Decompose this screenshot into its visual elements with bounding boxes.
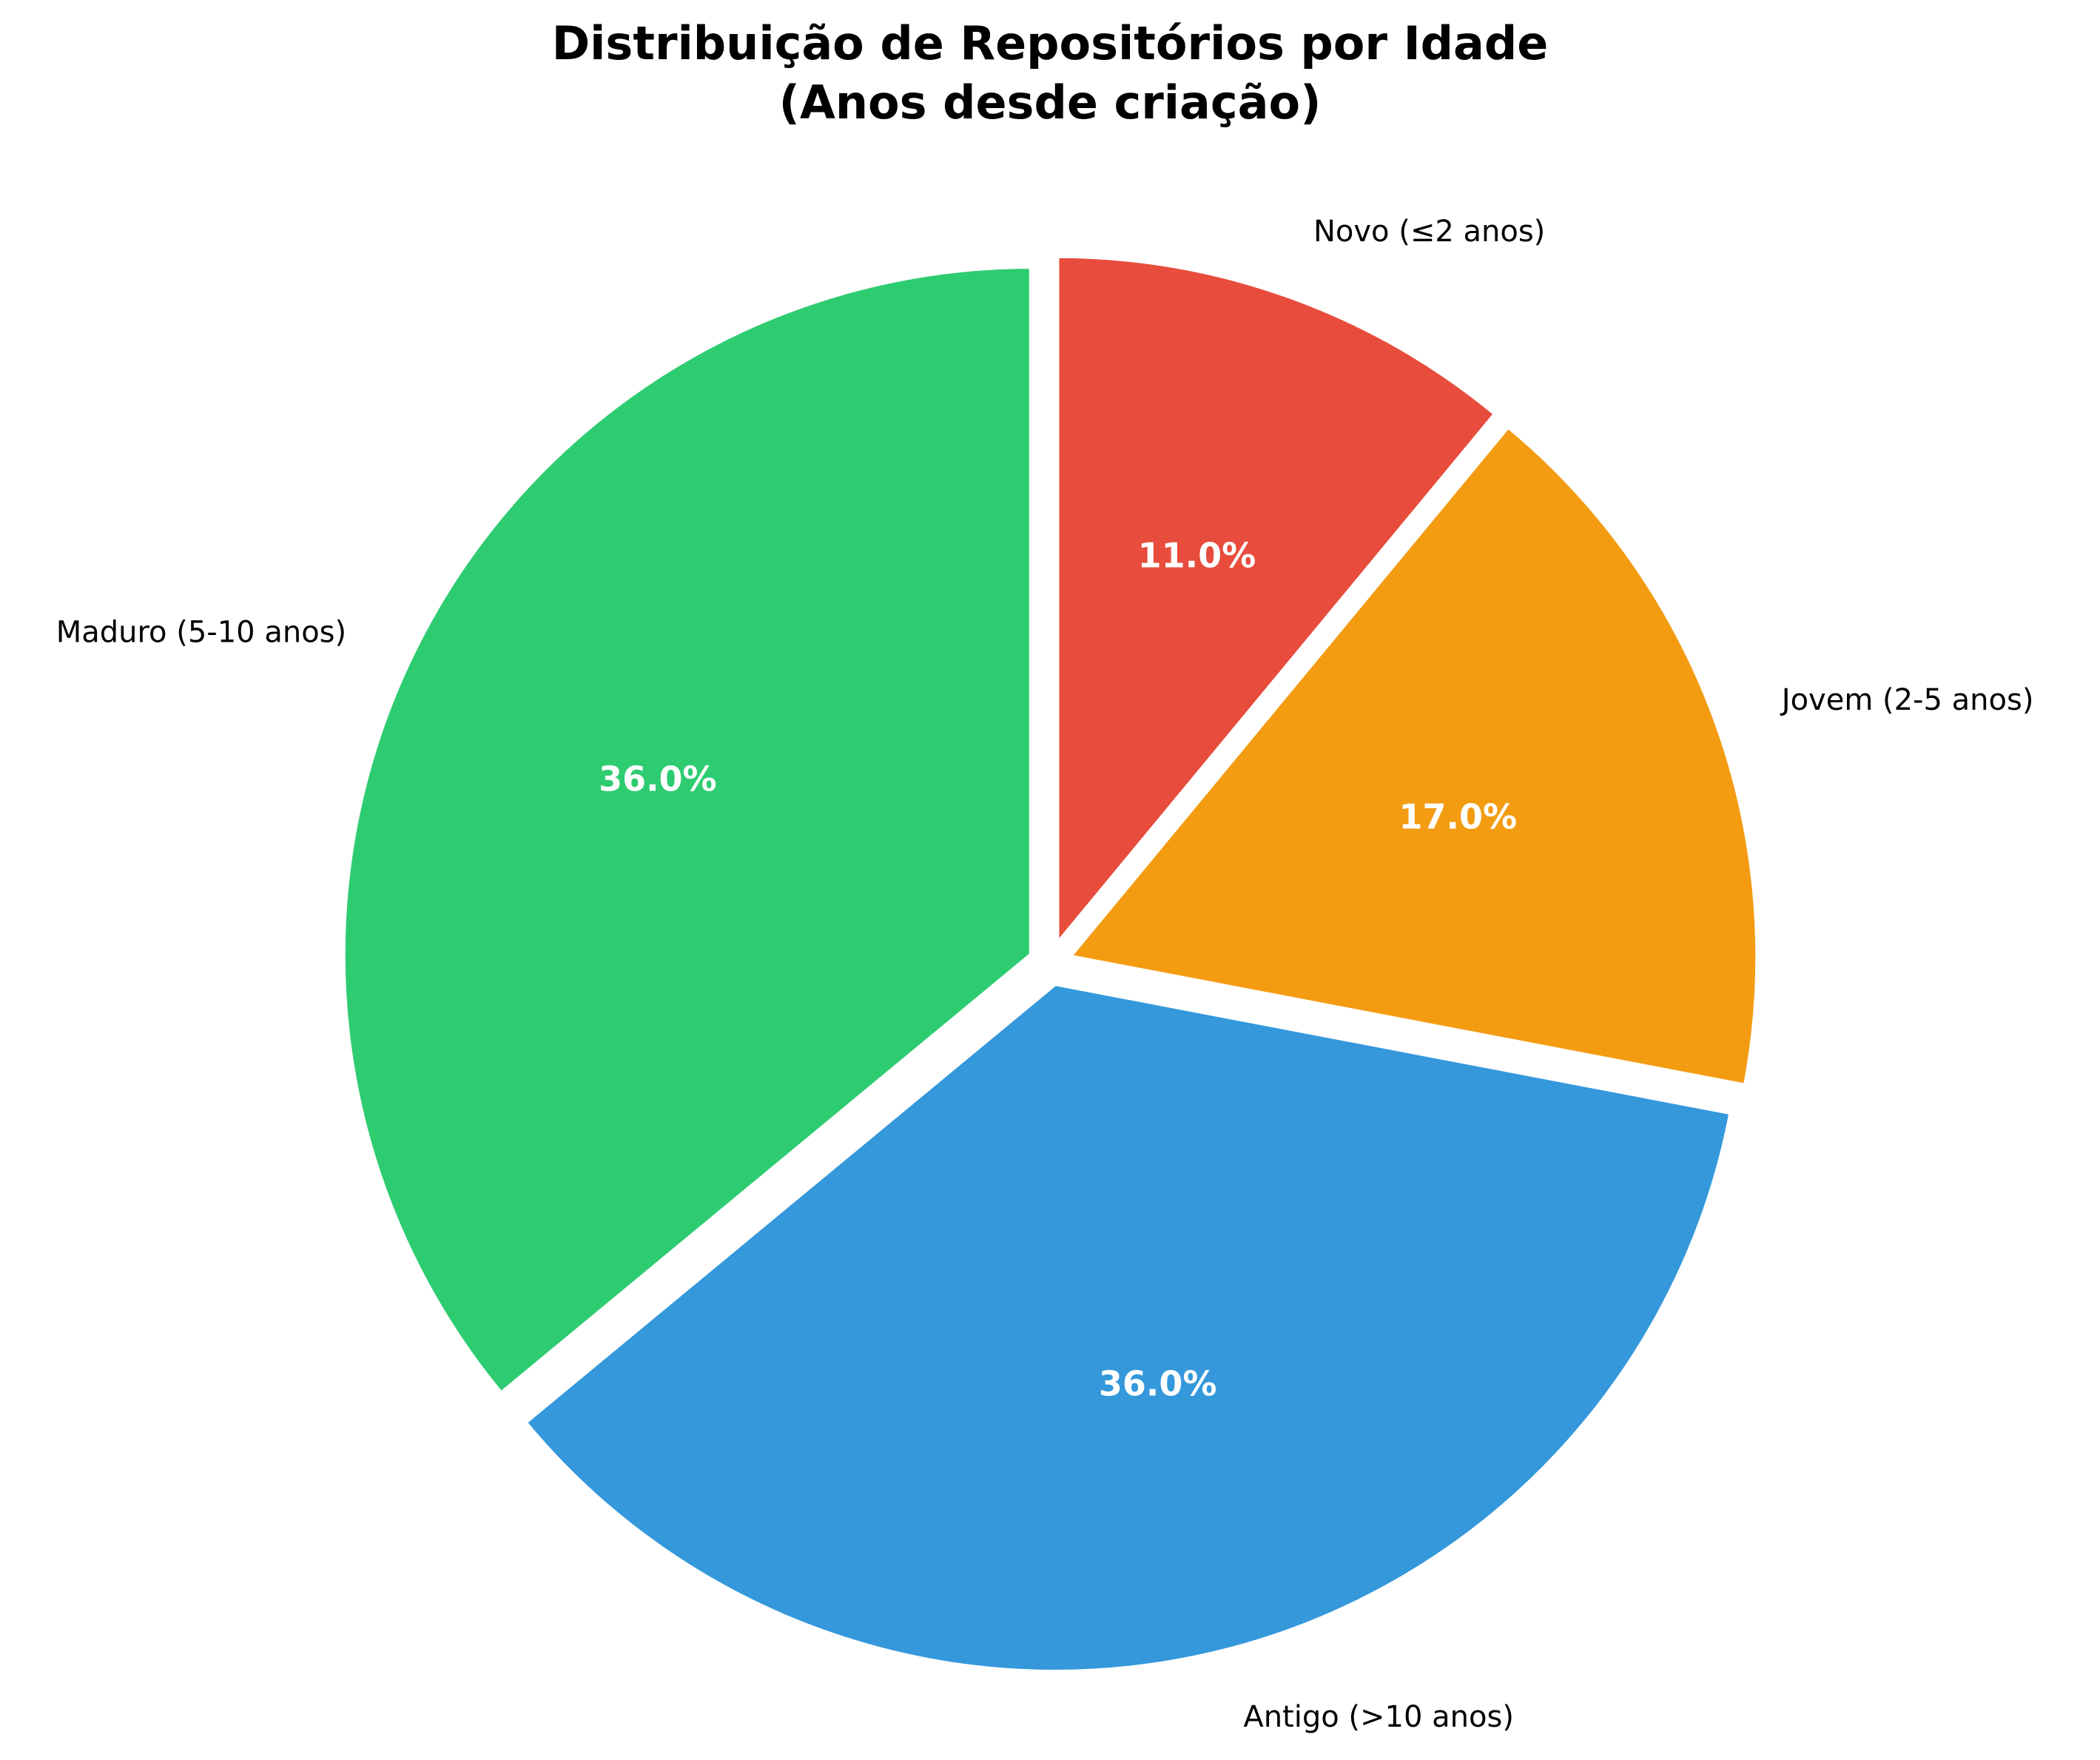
- pie-labels: 36.0% Maduro (5-10 anos) 36.0% Antigo (>10 …: [56, 215, 2034, 1734]
- pie-slice-category-label: Novo (≤2 anos): [1313, 215, 1545, 249]
- pie-slice-category-label: Maduro (5-10 anos): [56, 616, 346, 650]
- pie-slices: [340, 253, 1760, 1675]
- pie-slice-percent-label: 36.0%: [1099, 1363, 1217, 1403]
- pie-slice-percent-label: 17.0%: [1399, 797, 1517, 837]
- pie-slice-1: [340, 264, 1034, 1396]
- chart-title-line-1: Distribuição de Repositórios por Idade: [552, 16, 1549, 70]
- pie-slice-4: [1054, 253, 1498, 947]
- chart-title-line-2: (Anos desde criação): [779, 75, 1322, 130]
- pie-slice-percent-label: 11.0%: [1138, 536, 1256, 576]
- pie-slice-category-label: Antigo (>10 anos): [1243, 1700, 1514, 1734]
- pie-slice-3: [1067, 423, 1760, 1088]
- pie-slice-percent-label: 36.0%: [599, 759, 717, 799]
- pie-slice-category-label: Jovem (2-5 anos): [1780, 683, 2034, 717]
- pie-slice-2: [522, 981, 1734, 1675]
